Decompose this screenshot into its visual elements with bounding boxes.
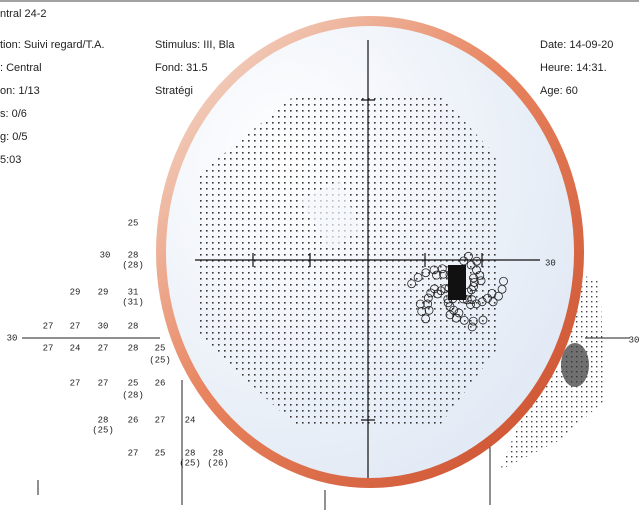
header-field: s: 0/6 (0, 108, 27, 120)
scotoma-dot (468, 316, 478, 326)
scotoma-dot (429, 265, 439, 275)
threshold-value: 28 (98, 415, 109, 425)
scotoma-dot (437, 264, 447, 274)
threshold-value: 27 (128, 448, 139, 458)
magnified-field (195, 40, 540, 478)
threshold-value: 25 (128, 218, 139, 228)
scotoma-dot (467, 322, 477, 332)
scotoma-dot (421, 314, 431, 324)
header: ntral 24-2 tion: Suivi regard/T.A. : Cent… (0, 8, 613, 166)
scotoma-dot (449, 305, 459, 315)
header-field: on: 1/13 (0, 85, 40, 97)
threshold-paren: (28) (122, 390, 144, 400)
scotoma-dot (494, 291, 503, 301)
threshold-value: 27 (43, 343, 54, 353)
scotoma-dot (476, 276, 486, 286)
axis-label: 30 (629, 335, 639, 345)
scotoma-dot (417, 306, 427, 316)
threshold-value: 25 (128, 378, 139, 388)
header-field: tion: Suivi regard/T.A. (0, 39, 105, 51)
axis-label: 30 (7, 333, 18, 343)
threshold-value: 26 (155, 378, 166, 388)
header-field: Stratégi (155, 85, 193, 97)
scotoma-dot (469, 273, 478, 283)
threshold-value: 24 (70, 343, 81, 353)
threshold-value: 28 (128, 321, 139, 331)
scotoma-dot (469, 282, 478, 291)
threshold-value: 27 (98, 378, 109, 388)
threshold-value: 24 (185, 415, 196, 425)
scotoma-dot (413, 272, 423, 282)
threshold-paren: (26) (207, 458, 229, 468)
threshold-value: 29 (70, 287, 81, 297)
threshold-value: 28 (128, 250, 139, 260)
threshold-value: 28 (128, 343, 139, 353)
header-field: 5:03 (0, 154, 21, 166)
threshold-paren: (31) (122, 297, 144, 307)
header-field: Heure: 14:31. (540, 62, 607, 74)
scotoma-dot (432, 270, 441, 280)
header-field: : Central (0, 62, 42, 74)
scotoma-dot (467, 295, 477, 305)
scotoma-dot (433, 289, 443, 299)
axis-label: 30 (545, 258, 556, 268)
threshold-value: 30 (98, 321, 109, 331)
threshold-value: 28 (213, 448, 224, 458)
scotoma-dot (421, 268, 431, 278)
threshold-value: 30 (100, 250, 111, 260)
scotoma-dot (487, 288, 497, 298)
threshold-value: 27 (70, 378, 81, 388)
header-field: Age: 60 (540, 85, 578, 97)
threshold-paren: (25) (149, 355, 171, 365)
scotoma-dot (424, 305, 434, 315)
outer-scotoma (561, 343, 589, 387)
magnified-axes (195, 40, 540, 478)
threshold-value: 27 (70, 321, 81, 331)
scotoma-dot (475, 270, 485, 280)
threshold-value: 29 (98, 287, 109, 297)
scotoma-dot (436, 286, 446, 296)
header-field: Fond: 31.5 (155, 62, 208, 74)
threshold-value: 31 (128, 287, 139, 297)
title: ntral 24-2 (0, 8, 46, 20)
header-field: Date: 14-09-20 (540, 39, 613, 51)
threshold-paren: (25) (92, 425, 114, 435)
scotoma-dot (466, 260, 476, 270)
threshold-paren: (28) (122, 260, 144, 270)
scotoma-dot (426, 288, 436, 298)
header-field: Stimulus: III, Bla (155, 39, 235, 51)
scotoma-dot (478, 315, 488, 325)
scotoma-dot (472, 265, 481, 275)
scotoma-dot (483, 293, 492, 303)
threshold-value: 26 (128, 415, 139, 425)
outer-dot-pattern (500, 270, 605, 470)
threshold-grid: 25 30 28 29 29 31 27 27 30 28 27 24 27 28 25 27 27 25 26 28… (43, 218, 229, 468)
scotoma-dot (439, 269, 448, 279)
scotoma-core (448, 265, 466, 300)
scotoma-dot (452, 313, 461, 323)
threshold-value: 27 (43, 321, 54, 331)
threshold-value: 27 (155, 415, 166, 425)
scotoma-dot (459, 256, 469, 266)
scotoma-dot (423, 299, 433, 309)
scotoma-dot (454, 308, 464, 318)
scotoma-dot (423, 293, 433, 303)
scotoma-dot (499, 276, 508, 286)
light-area (300, 180, 360, 250)
threshold-value: 25 (155, 343, 166, 353)
threshold-value: 25 (155, 448, 166, 458)
scotoma-dot (407, 279, 417, 289)
scotoma-dot (459, 315, 469, 325)
threshold-value: 28 (185, 448, 196, 458)
header-field: g: 0/5 (0, 131, 28, 143)
threshold-paren: (25) (179, 458, 201, 468)
scotoma-dot (469, 278, 479, 287)
scotoma-dot (466, 300, 475, 309)
threshold-value: 27 (98, 343, 109, 353)
